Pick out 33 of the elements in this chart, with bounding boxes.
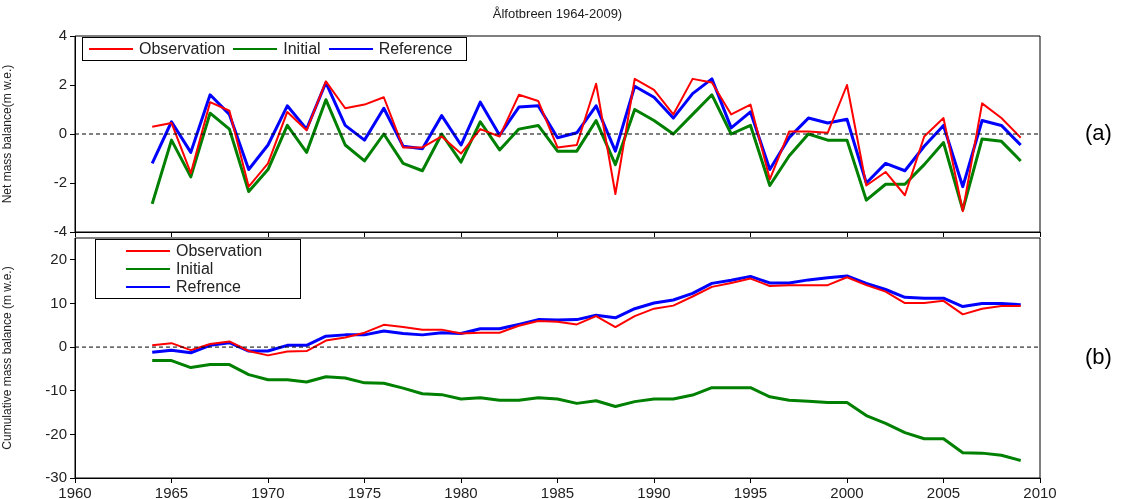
y-tick-label: 0 (58, 337, 67, 355)
y-tick-label: 2 (58, 75, 67, 93)
legend-label: Refrence (176, 278, 241, 296)
y-tick-label: 0 (58, 124, 67, 142)
x-tick-label: 2000 (830, 484, 864, 499)
text: (b) (1085, 344, 1112, 370)
x-tick-label: 1995 (733, 484, 768, 499)
chart-title: Ålfotbreen 1964-2009) (492, 6, 623, 21)
y-tick-label: -30 (45, 468, 67, 486)
x-tick-label: 1965 (154, 484, 189, 499)
x-tick-label: 1985 (540, 484, 575, 499)
x-tick-label: 1960 (58, 484, 92, 499)
y-axis-title: Net mass balance(m w.e.) (0, 64, 14, 204)
x-tick-label: 1980 (444, 484, 478, 499)
y-tick-label: -10 (45, 380, 67, 398)
legend-label: Reference (378, 40, 453, 58)
legend-label: Observation (139, 40, 226, 58)
y-axis-title: Cumulative mass balance (m w.e.) (0, 266, 14, 450)
x-tick-label: 2005 (926, 484, 961, 499)
x-tick-label: 1975 (347, 484, 382, 499)
y-tick-label: 4 (58, 26, 67, 44)
y-tick-label: 10 (50, 293, 67, 311)
legend-label: Observation (176, 242, 263, 260)
y-tick-label: -4 (53, 222, 67, 240)
y-tick-label: -2 (53, 173, 67, 191)
y-tick-label: 20 (50, 249, 67, 267)
x-tick-label: 1970 (251, 484, 285, 499)
legend-label: Initial (283, 40, 321, 58)
legend-label: Initial (176, 260, 214, 278)
y-tick-label: -20 (45, 424, 67, 442)
text: (a) (1085, 120, 1112, 146)
x-tick-label: 2010 (1023, 484, 1057, 499)
x-tick-label: 1990 (637, 484, 671, 499)
